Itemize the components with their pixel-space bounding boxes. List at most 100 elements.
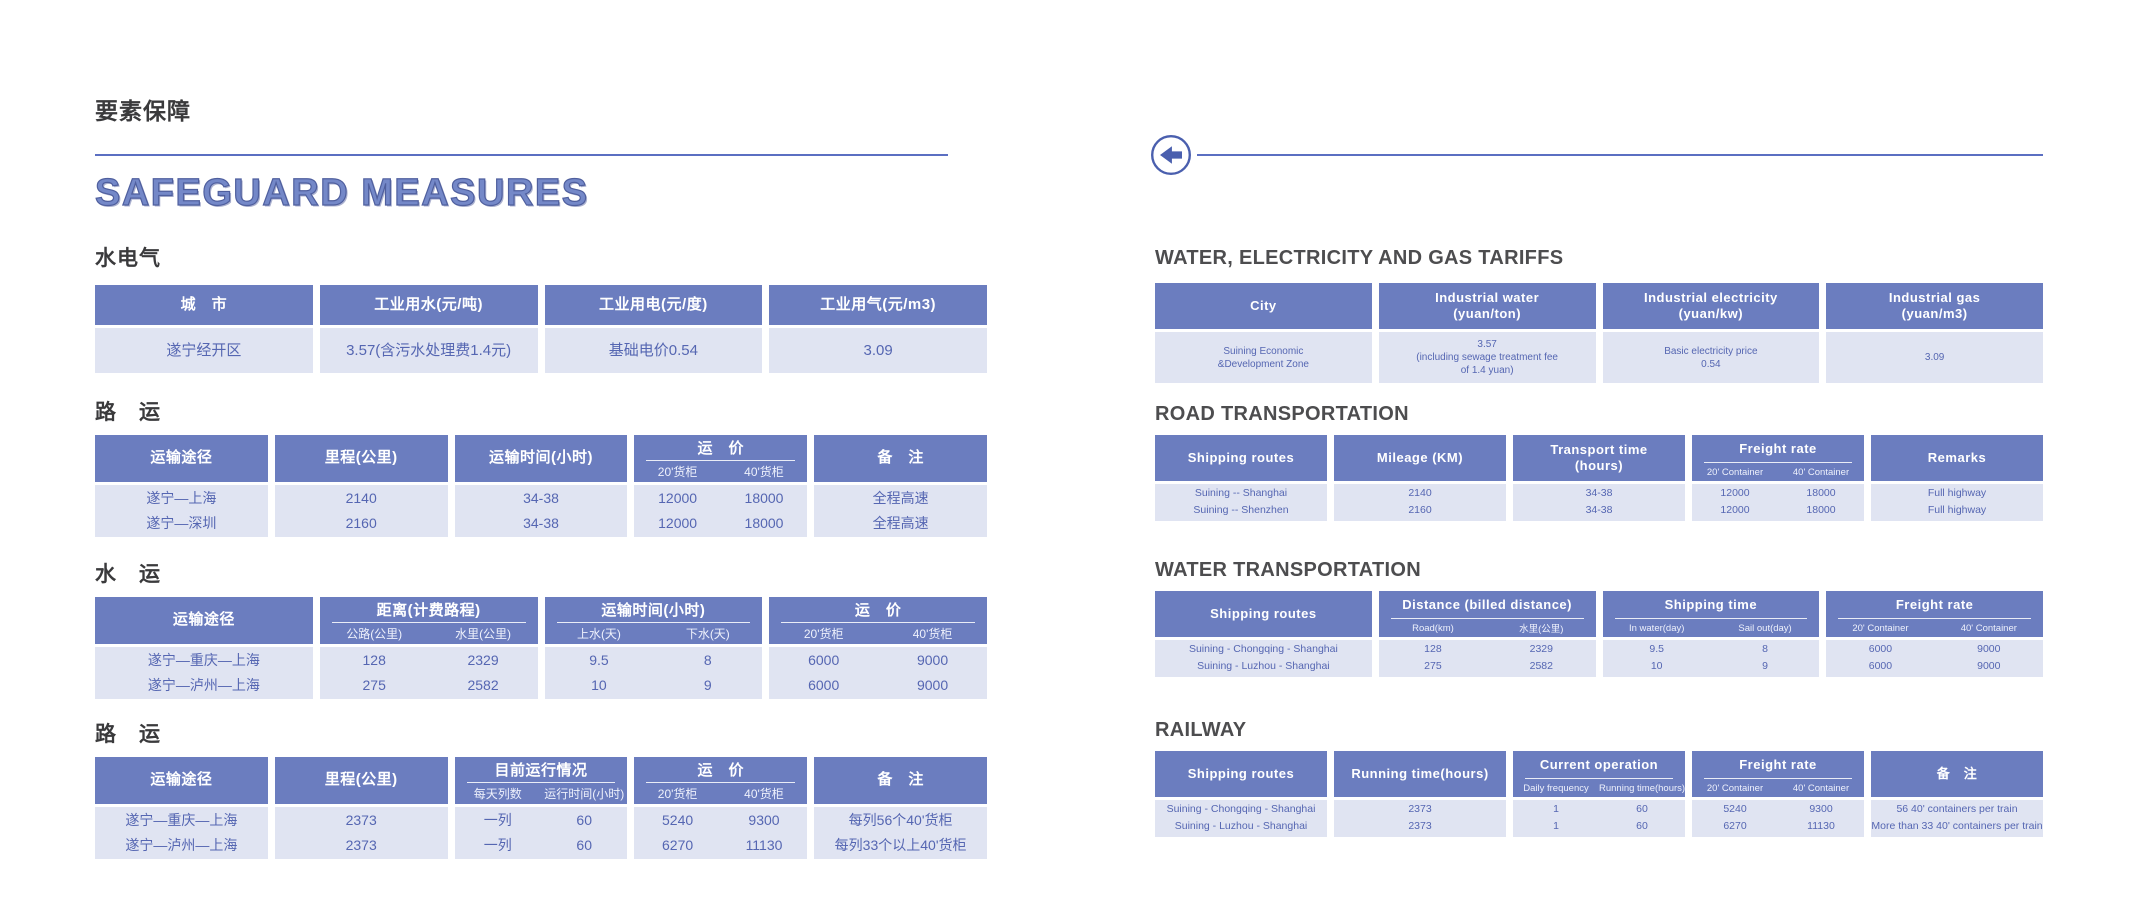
column-group-divider — [556, 622, 751, 623]
column-group-title: Freight rate — [1895, 597, 1974, 612]
table-row: 2373 — [1334, 801, 1506, 819]
column-subheader: Road(km) — [1412, 622, 1454, 634]
table-cell: 9 — [1762, 660, 1768, 673]
column-header-label: 里程(公里) — [324, 771, 398, 789]
table-cell: 5240 — [1723, 802, 1747, 815]
table-row: 1 60 — [1513, 801, 1685, 819]
column-subheader-row: 公路(公里) 水里(公里) — [320, 623, 538, 644]
column-header-label: 备 注 — [877, 771, 924, 789]
section-label: 水 运 — [95, 563, 161, 586]
table-row: 遂宁—泸州—上海 — [95, 833, 268, 858]
column-body: 遂宁—重庆—上海 遂宁—泸州—上海 — [95, 807, 268, 859]
table-column: Industrial electricity (yuan/kw) Basic el… — [1602, 283, 1820, 383]
column-body: 5240 9300 6270 11130 — [634, 807, 808, 859]
table-column: Industrial water (yuan/ton) 3.57 (includi… — [1378, 283, 1596, 383]
column-header-label: Industrial gas (yuan/m3) — [1888, 289, 1981, 321]
header-divider-line — [1197, 154, 2043, 156]
column-header: 里程(公里) — [274, 757, 448, 804]
column-subheader-row: 20' Container 40' Container — [1692, 779, 1864, 797]
column-body: 遂宁经开区 — [95, 328, 313, 373]
column-body: 34-38 34-38 — [1513, 484, 1685, 521]
table-column: 运输时间(小时) 上水(天) 下水(天) 9.5 8 10 9 — [544, 597, 763, 699]
back-arrow-icon[interactable] — [1149, 133, 1193, 177]
table-row: Suining -- Shanghai — [1155, 485, 1327, 503]
column-header: Shipping routes — [1155, 435, 1327, 481]
column-subheader: 水里(公里) — [455, 627, 512, 641]
column-header-label: 工业用电(元/度) — [599, 295, 708, 313]
column-subheader-row: In water(day) Sail out(day) — [1603, 619, 1820, 637]
column-body: 128 2329 275 2582 — [1378, 640, 1596, 677]
column-header-label: Transport time (hours) — [1550, 441, 1648, 473]
table-row: More than 33 40' containers per train — [1871, 819, 2043, 837]
table-row: Suining - Chongqing - Shanghai — [1155, 801, 1327, 819]
column-body: 34-38 34-38 — [454, 485, 628, 537]
column-header-label: 里程(公里) — [324, 449, 398, 467]
column-group-title: Freight rate — [1739, 757, 1817, 772]
table-column: 运 价 20'货柜 40'货柜 5240 9300 6270 11130 — [634, 757, 808, 859]
column-header: City — [1155, 283, 1372, 329]
table-cell: 2329 — [467, 652, 499, 669]
table-row: 12000 18000 — [634, 511, 807, 536]
utilities-table-en: City Suining Economic &Development Zone In… — [1155, 283, 2043, 383]
table-cell: 9000 — [916, 652, 949, 669]
column-group-divider — [646, 460, 796, 461]
column-body: 9.5 8 10 9 — [544, 647, 763, 699]
table-cell: 3.09 — [1924, 352, 1945, 363]
rail-table-en: Shipping routes Suining - Chongqing - Sha… — [1155, 751, 2043, 837]
road-table-en: Shipping routes Suining -- Shanghai Suinin… — [1155, 435, 2043, 521]
column-header: Shipping routes — [1155, 751, 1327, 797]
table-cell: 遂宁—泸州—上海 — [125, 837, 238, 854]
table-column: 备 注每列56个40'货柜 每列33个以上40'货柜 — [814, 757, 987, 859]
column-header: Industrial water (yuan/ton) — [1378, 283, 1596, 329]
column-header: 备 注 — [814, 757, 987, 804]
table-row: 12000 18000 — [1692, 503, 1864, 521]
column-header-label: Running time(hours) — [1351, 765, 1489, 781]
table-column: 城 市遂宁经开区 — [95, 285, 313, 373]
table-cell: 12000 — [658, 490, 698, 507]
left-panel: 要素保障 SAFEGUARD MEASURES 水电气 城 市遂宁经开区 工业用水… — [94, 96, 987, 859]
table-column: Remarks Full highway Full highway — [1871, 435, 2043, 521]
table-cell: 全程高速 — [872, 490, 929, 507]
column-header-label: 工业用气(元/m3) — [820, 295, 937, 313]
table-cell: 6000 — [808, 652, 840, 669]
column-header: 备 注 — [814, 435, 987, 482]
column-subheader: Sail out(day) — [1738, 622, 1792, 634]
table-cell: 遂宁—重庆—上海 — [125, 812, 238, 829]
column-subheader: 每天列数 — [473, 787, 522, 801]
table-row: 2140 — [1334, 485, 1506, 503]
table-cell: 12000 — [658, 515, 698, 532]
table-row: 6270 11130 — [1692, 819, 1864, 837]
table-row: 全程高速 — [814, 511, 987, 536]
column-body: Basic electricity price 0.54 — [1602, 332, 1820, 383]
column-header: 运输途径 — [95, 435, 268, 482]
table-cell: 一列 — [483, 837, 512, 854]
table-cell: 遂宁—深圳 — [146, 515, 217, 532]
table-cell: 2140 — [345, 490, 377, 507]
column-subheader-row: Daily frequency Running time(hours) — [1513, 779, 1685, 797]
header-divider-line — [95, 154, 948, 156]
table-column: Distance (billed distance) Road(km) 水里(公里)… — [1378, 591, 1596, 677]
table-cell: 每列56个40'货柜 — [848, 812, 953, 829]
table-cell: 6270 — [662, 837, 694, 854]
table-column: 运 价 20'货柜 40'货柜 6000 9000 6000 9000 — [769, 597, 987, 699]
table-column: Shipping time In water(day) Sail out(day) 9… — [1602, 591, 1820, 677]
table-row: 一列 60 — [455, 833, 628, 858]
table-cell: 2373 — [1408, 802, 1432, 815]
table-column: Transport time (hours) 34-38 34-38 — [1513, 435, 1685, 521]
column-body: 2140 2160 — [1334, 484, 1506, 521]
column-header: 工业用电(元/度) — [544, 285, 763, 325]
table-cell: 11130 — [1807, 820, 1835, 833]
column-body: 2373 2373 — [1334, 800, 1506, 837]
column-header: Current operation Daily frequency Running … — [1513, 751, 1685, 797]
column-header-label: Industrial water (yuan/ton) — [1435, 289, 1540, 321]
table-column: 运输途径 遂宁—上海 遂宁—深圳 — [95, 435, 268, 537]
table-row: 128 2329 — [320, 648, 538, 673]
column-group-title: Distance (billed distance) — [1402, 597, 1572, 612]
table-column: 工业用电(元/度) 基础电价0.54 — [544, 285, 763, 373]
column-header: 工业用气(元/m3) — [769, 285, 987, 325]
column-body: 56 40' containers per train More than 33 … — [1871, 800, 2043, 837]
column-subheader: 公路(公里) — [346, 627, 403, 641]
table-cell: 10 — [591, 677, 607, 694]
table-row: 56 40' containers per train — [1871, 801, 2043, 819]
